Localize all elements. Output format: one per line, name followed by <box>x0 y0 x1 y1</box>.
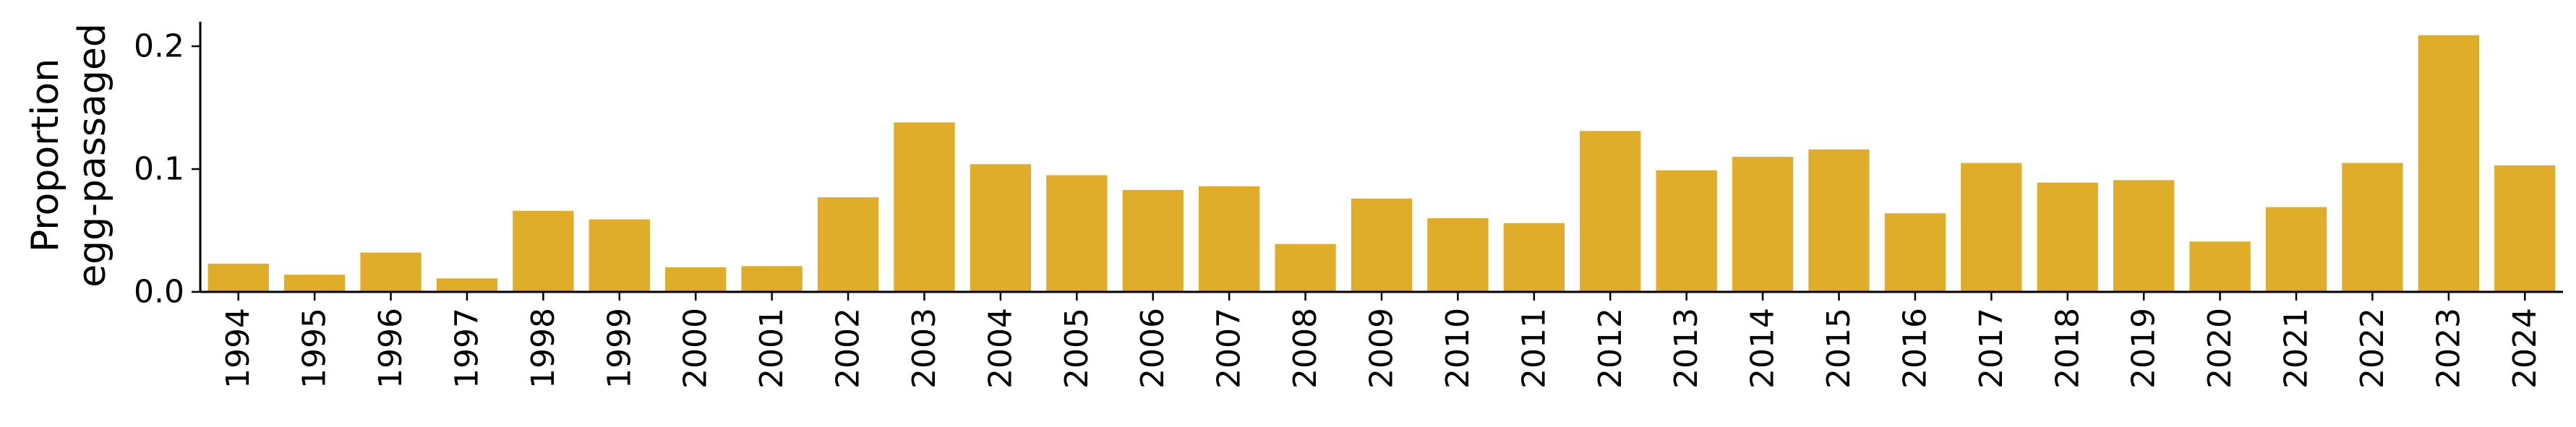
bar-2001 <box>741 266 803 292</box>
x-tick-label: 1995 <box>296 308 333 389</box>
x-tick-label: 2023 <box>2430 308 2467 389</box>
x-tick-label: 2010 <box>1439 308 1476 389</box>
bar-2019 <box>2113 180 2175 292</box>
x-tick-label: 2015 <box>1820 308 1857 389</box>
x-tick-label: 1999 <box>601 308 638 389</box>
bar-2010 <box>1427 218 1489 292</box>
x-tick-label: 2002 <box>830 308 867 389</box>
x-tick-label: 2003 <box>906 308 943 389</box>
bars-group <box>207 35 2556 292</box>
bar-2021 <box>2265 207 2327 292</box>
bar-2022 <box>2342 163 2403 292</box>
bar-2013 <box>1656 170 1717 292</box>
bar-2006 <box>1122 189 1184 292</box>
x-tick-label: 2006 <box>1134 308 1171 389</box>
x-tick-label: 2004 <box>982 308 1019 389</box>
y-tick-label: 0.2 <box>134 28 184 65</box>
x-tick-label: 2018 <box>2049 308 2086 389</box>
x-tick-label: 2000 <box>677 308 714 389</box>
x-tick-label: 2016 <box>1896 308 1933 389</box>
bar-2016 <box>1884 213 1946 292</box>
x-tick-label: 2021 <box>2278 308 2315 389</box>
x-tick-label: 2020 <box>2201 308 2238 389</box>
y-axis-title-line-1: Proportion <box>24 59 67 252</box>
y-tick-label: 0.1 <box>134 151 184 188</box>
x-tick-label: 2024 <box>2507 308 2543 389</box>
bar-2014 <box>1732 157 1794 292</box>
y-axis-title-line-2: egg-passaged <box>71 23 114 288</box>
bar-2024 <box>2494 165 2556 292</box>
y-axis-title: Proportion egg-passaged <box>24 23 114 288</box>
bar-2009 <box>1351 198 1413 292</box>
bar-2020 <box>2189 241 2251 292</box>
x-tick-label: 2014 <box>1745 308 1781 389</box>
x-tick-label: 2009 <box>1364 308 1400 389</box>
bar-2018 <box>2037 182 2098 292</box>
x-tick-label: 2008 <box>1287 308 1324 389</box>
bar-1994 <box>207 263 269 292</box>
bar-1999 <box>589 219 650 292</box>
x-tick-label: 2001 <box>753 308 790 389</box>
bar-2015 <box>1808 149 1870 292</box>
bar-2005 <box>1046 175 1108 292</box>
x-tick-label: 2012 <box>1592 308 1629 389</box>
x-tick-label: 2017 <box>1973 308 2010 389</box>
x-tick-label: 2011 <box>1515 308 1552 389</box>
bar-2017 <box>1961 163 2022 292</box>
x-tick-label: 1994 <box>220 308 257 389</box>
x-tick-label: 2022 <box>2354 308 2391 389</box>
bar-2003 <box>894 122 955 292</box>
x-tick-label: 2005 <box>1058 308 1095 389</box>
x-tick-label: 1997 <box>448 308 485 389</box>
bar-2007 <box>1198 186 1260 292</box>
x-axis: 1994 1995 1996 1997 1998 1999 2000 2001 2002 2003… <box>200 290 2563 389</box>
bar-2011 <box>1503 223 1565 292</box>
bar-2008 <box>1275 243 1336 292</box>
x-tick-label: 2019 <box>2126 308 2162 389</box>
bar-2012 <box>1580 131 1641 292</box>
x-tick-label: 1996 <box>372 308 409 389</box>
y-axis: 0.0 0.1 0.2 <box>134 22 202 311</box>
bar-1995 <box>283 275 346 292</box>
bar-1998 <box>513 210 574 292</box>
bar-1997 <box>436 278 498 292</box>
x-tick-label: 1998 <box>525 308 562 389</box>
bar-2023 <box>2418 35 2480 292</box>
bar-1996 <box>360 252 422 292</box>
x-tick-label: 2013 <box>1668 308 1705 389</box>
y-tick-label: 0.0 <box>134 274 184 311</box>
bar-2002 <box>817 197 879 292</box>
bar-2000 <box>665 267 727 292</box>
bar-2004 <box>970 164 1032 292</box>
x-tick-label: 2007 <box>1211 308 1248 389</box>
